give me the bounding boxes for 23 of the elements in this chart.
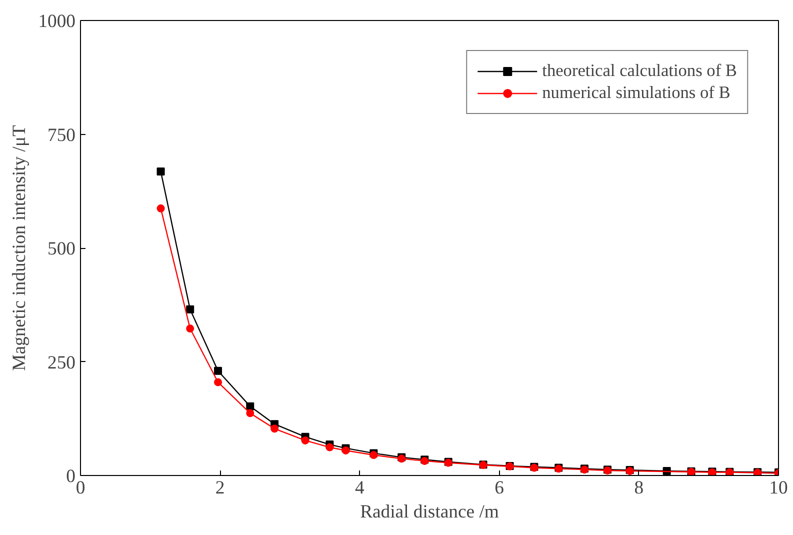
legend-label: theoretical calculations of B	[542, 61, 737, 81]
point	[246, 409, 254, 418]
x-tick-label: 4	[355, 478, 366, 498]
x-tick-label: 8	[634, 478, 644, 498]
point	[186, 305, 194, 314]
point	[156, 204, 165, 212]
x-tick-label: 2	[215, 478, 225, 498]
point	[270, 424, 279, 433]
point	[214, 378, 222, 386]
point	[326, 443, 334, 452]
y-tick-label: 500	[48, 238, 76, 260]
legend-label: numerical simulations of B	[542, 83, 730, 103]
point	[156, 168, 165, 176]
y-tick-label: 1000	[38, 11, 76, 32]
y-tick-label: 750	[48, 124, 76, 146]
x-tick-label: 6	[494, 478, 504, 498]
point	[186, 324, 194, 333]
y-tick-label: 250	[48, 352, 76, 374]
point	[301, 436, 310, 444]
x-tick-label: 10	[769, 478, 788, 498]
x-axis-title: Radial distance /m	[360, 502, 500, 522]
point	[214, 366, 222, 375]
y-axis-title: Magnetic induction intensity /μT	[9, 124, 30, 371]
